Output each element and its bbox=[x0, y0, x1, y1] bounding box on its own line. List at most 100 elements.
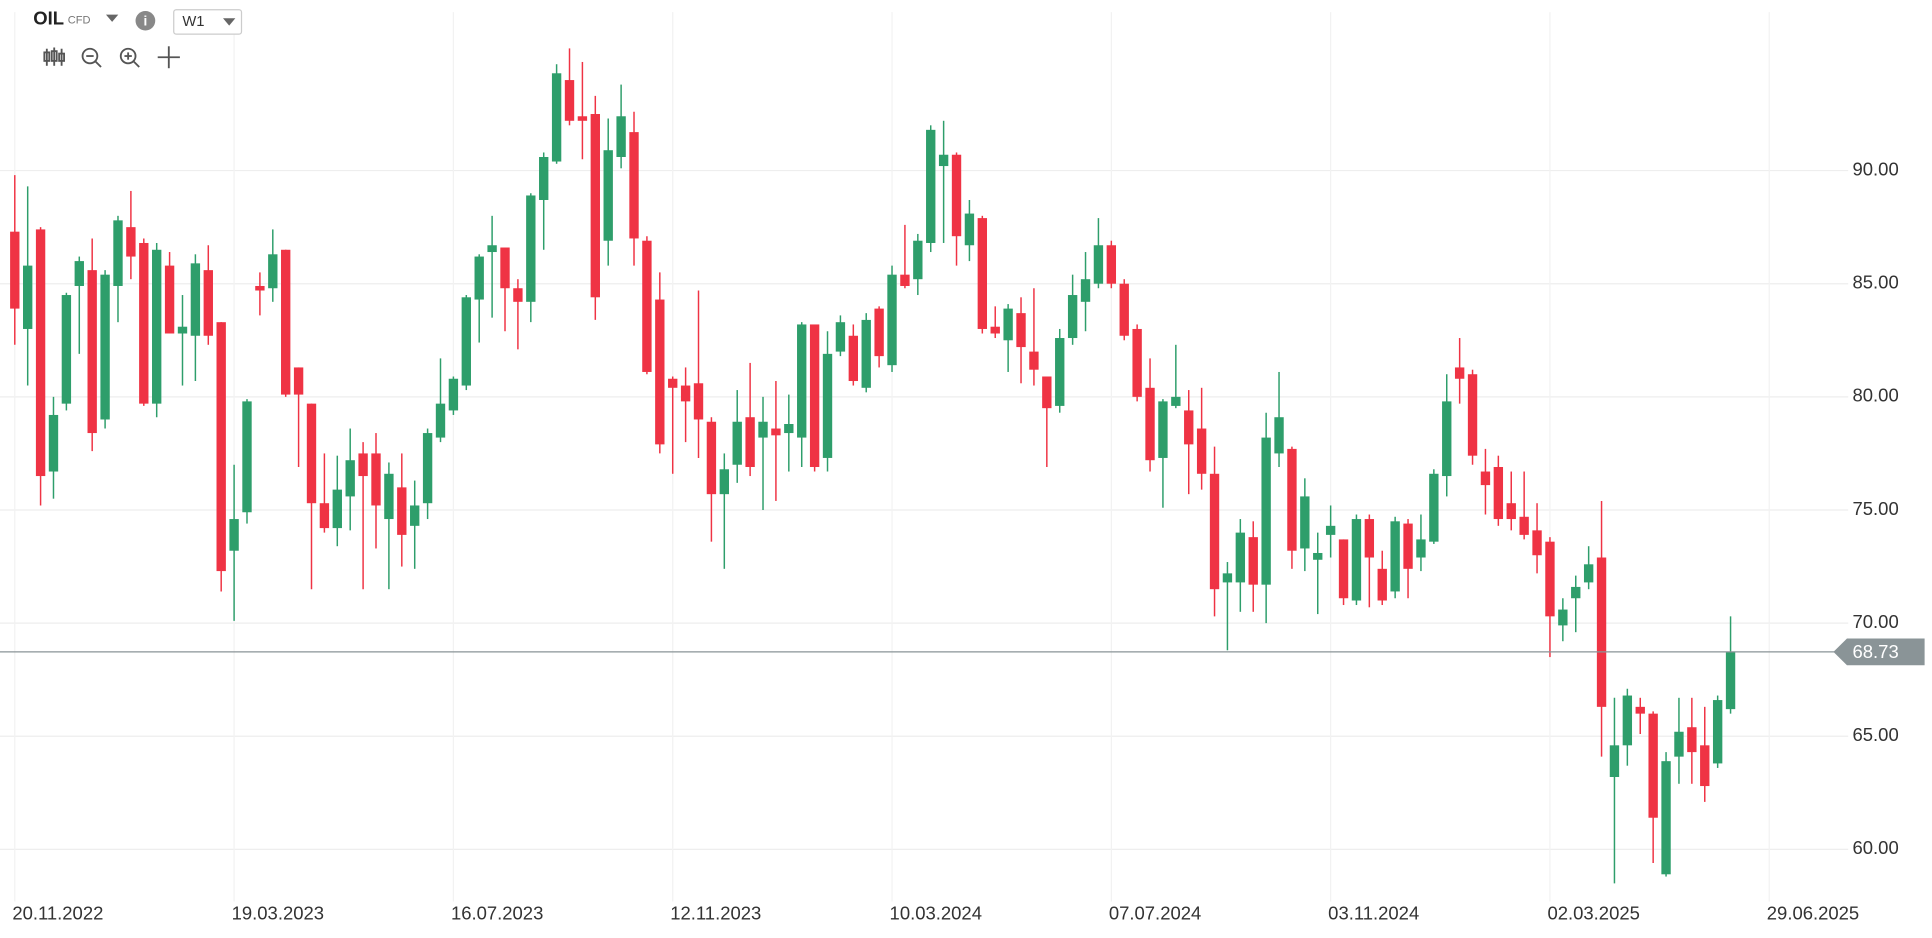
candle-body bbox=[126, 227, 136, 257]
candle-body bbox=[680, 385, 691, 402]
candle-body bbox=[1029, 351, 1039, 370]
candle-body bbox=[371, 453, 381, 506]
candle-body bbox=[655, 299, 665, 445]
zoom-in-button[interactable] bbox=[119, 47, 140, 68]
candle-body bbox=[964, 213, 975, 246]
candle-body bbox=[1119, 283, 1129, 336]
candle-body bbox=[990, 326, 1000, 334]
candle-body bbox=[100, 274, 110, 420]
candle-body bbox=[1196, 428, 1207, 474]
candle-body bbox=[642, 240, 652, 372]
x-tick-label: 16.07.2023 bbox=[451, 903, 543, 924]
candle-body bbox=[693, 383, 704, 420]
x-tick-label: 20.11.2022 bbox=[12, 903, 103, 924]
candle-body bbox=[590, 114, 600, 298]
y-tick-label: 90.00 bbox=[1853, 159, 1899, 180]
candle-body bbox=[1506, 503, 1516, 520]
candle-body bbox=[435, 403, 446, 438]
candle-body bbox=[887, 274, 897, 366]
candle-body bbox=[1235, 532, 1246, 583]
candle-body bbox=[629, 132, 639, 239]
candle-body bbox=[1132, 328, 1142, 397]
candle-body bbox=[1454, 367, 1465, 379]
candle-body bbox=[87, 270, 97, 434]
candle-body bbox=[835, 322, 846, 352]
candle-body bbox=[410, 505, 420, 526]
x-tick-label: 10.03.2024 bbox=[890, 903, 982, 924]
candle-body bbox=[397, 487, 407, 535]
candle-body bbox=[500, 247, 510, 289]
candle-body bbox=[74, 261, 84, 286]
last-price-label: 68.73 bbox=[1853, 641, 1899, 662]
symbol: OIL bbox=[33, 7, 64, 28]
candle-body bbox=[900, 274, 910, 286]
candle-body bbox=[1480, 471, 1491, 486]
candle-body bbox=[1003, 308, 1013, 341]
candle-body bbox=[216, 322, 226, 572]
candle-body bbox=[719, 469, 729, 495]
candle-body bbox=[732, 421, 742, 465]
candle-body bbox=[164, 265, 175, 334]
candle-body bbox=[23, 265, 33, 329]
candle-body bbox=[1687, 727, 1697, 753]
candle-body bbox=[1674, 731, 1684, 757]
candle-body bbox=[513, 288, 523, 302]
candle-body bbox=[1055, 338, 1065, 406]
x-tick-label: 07.07.2024 bbox=[1109, 903, 1201, 924]
candle-body bbox=[474, 256, 484, 300]
candle-body bbox=[384, 473, 394, 520]
candle-body bbox=[874, 308, 884, 357]
toolbar bbox=[43, 46, 180, 69]
candle-body bbox=[1545, 541, 1555, 617]
candle-body bbox=[1583, 564, 1594, 583]
candle-body bbox=[771, 428, 781, 436]
candle-body bbox=[255, 285, 265, 291]
symbol-dropdown[interactable] bbox=[105, 14, 119, 22]
candle-body bbox=[345, 460, 355, 497]
candle-body bbox=[1442, 401, 1452, 477]
candle-body bbox=[461, 297, 471, 386]
instrument: CFD bbox=[68, 15, 91, 27]
candle-body bbox=[564, 80, 575, 121]
candle-body bbox=[977, 218, 988, 329]
candle-body bbox=[951, 154, 962, 237]
candle-body bbox=[526, 195, 536, 302]
candle-body bbox=[1313, 552, 1323, 560]
candle-body bbox=[1558, 609, 1568, 626]
candle-body bbox=[1145, 387, 1155, 461]
candle-body bbox=[1287, 448, 1297, 551]
candle-body bbox=[1416, 539, 1426, 558]
interval-select[interactable] bbox=[173, 9, 243, 35]
chart-type-button[interactable] bbox=[43, 47, 65, 66]
candle-body bbox=[358, 453, 368, 477]
candle-body bbox=[113, 220, 123, 286]
candle-body bbox=[281, 249, 291, 395]
candle-body bbox=[229, 519, 239, 551]
candle-body bbox=[745, 417, 755, 468]
candle-body bbox=[293, 367, 304, 395]
y-tick-label: 70.00 bbox=[1853, 611, 1899, 632]
candle-body bbox=[1261, 437, 1271, 585]
candle-body bbox=[861, 319, 871, 388]
candle-body bbox=[1596, 557, 1607, 707]
info-glyph: i bbox=[144, 14, 148, 29]
candle-body bbox=[1042, 376, 1052, 409]
candle-body bbox=[1467, 374, 1478, 456]
candle-body bbox=[1067, 295, 1078, 339]
x-tick-label: 02.03.2025 bbox=[1547, 903, 1639, 924]
candle-body bbox=[1390, 521, 1400, 592]
zoom-out-button[interactable] bbox=[81, 47, 102, 68]
candle-body bbox=[1016, 313, 1026, 348]
candle-body bbox=[306, 403, 317, 504]
candle-body bbox=[1338, 539, 1349, 599]
y-tick-label: 75.00 bbox=[1853, 498, 1899, 519]
candle-body bbox=[809, 324, 820, 468]
candle-body bbox=[938, 154, 949, 167]
candle-body bbox=[616, 116, 626, 157]
candle-body bbox=[10, 231, 20, 309]
candle-body bbox=[203, 270, 213, 336]
info-icon[interactable] bbox=[135, 10, 156, 31]
candle-body bbox=[61, 295, 72, 404]
pan-button[interactable] bbox=[157, 46, 180, 69]
